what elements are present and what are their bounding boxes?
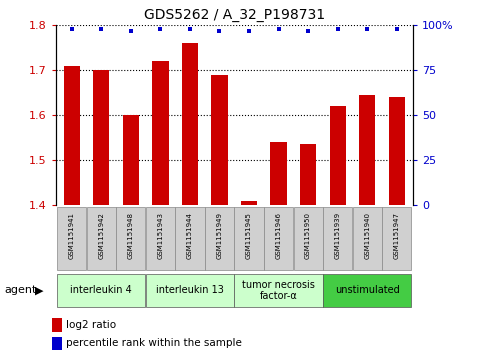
Bar [146, 207, 175, 270]
Bar [93, 70, 110, 205]
Text: GSM1151945: GSM1151945 [246, 212, 252, 259]
Bar [329, 106, 346, 205]
Title: GDS5262 / A_32_P198731: GDS5262 / A_32_P198731 [144, 8, 325, 22]
Bar [52, 318, 62, 332]
Point [98, 26, 105, 32]
Point [334, 26, 341, 32]
Text: log2 ratio: log2 ratio [66, 320, 116, 330]
Point [275, 26, 283, 32]
Text: GSM1151946: GSM1151946 [276, 212, 282, 259]
Text: GSM1151941: GSM1151941 [69, 212, 75, 259]
Text: interleukin 13: interleukin 13 [156, 285, 224, 295]
Point [245, 28, 253, 34]
Text: percentile rank within the sample: percentile rank within the sample [66, 338, 242, 348]
Text: interleukin 4: interleukin 4 [71, 285, 132, 295]
Text: agent: agent [5, 285, 37, 295]
Bar [175, 207, 204, 270]
Text: GSM1151942: GSM1151942 [99, 212, 104, 259]
Bar [212, 75, 227, 205]
Bar [52, 337, 62, 350]
Text: GSM1151950: GSM1151950 [305, 212, 311, 259]
Bar [241, 201, 257, 205]
Bar [234, 207, 264, 270]
Bar [57, 274, 145, 307]
Text: unstimulated: unstimulated [335, 285, 399, 295]
Point [215, 28, 223, 34]
Text: GSM1151948: GSM1151948 [128, 212, 134, 259]
Text: tumor necrosis
factor-α: tumor necrosis factor-α [242, 280, 315, 301]
Bar [389, 97, 405, 205]
Bar [359, 95, 375, 205]
Bar [323, 274, 412, 307]
Text: GSM1151944: GSM1151944 [187, 212, 193, 259]
Text: GSM1151947: GSM1151947 [394, 212, 400, 259]
Text: ▶: ▶ [35, 285, 43, 295]
Point [127, 28, 135, 34]
Text: GSM1151940: GSM1151940 [364, 212, 370, 259]
Bar [300, 144, 316, 205]
Bar [264, 207, 293, 270]
Bar [294, 207, 323, 270]
Bar [353, 207, 382, 270]
Bar [234, 274, 323, 307]
Text: GSM1151949: GSM1151949 [216, 212, 223, 259]
Bar [116, 207, 145, 270]
Bar [270, 142, 287, 205]
Point [393, 26, 400, 32]
Bar [146, 274, 234, 307]
Point [68, 26, 76, 32]
Text: GSM1151939: GSM1151939 [335, 212, 341, 259]
Bar [152, 61, 169, 205]
Bar [382, 207, 412, 270]
Bar [64, 66, 80, 205]
Bar [87, 207, 116, 270]
Text: GSM1151943: GSM1151943 [157, 212, 163, 259]
Point [156, 26, 164, 32]
Bar [205, 207, 234, 270]
Point [304, 28, 312, 34]
Bar [323, 207, 352, 270]
Bar [182, 44, 198, 205]
Point [186, 26, 194, 32]
Point [363, 26, 371, 32]
Bar [57, 207, 86, 270]
Bar [123, 115, 139, 205]
